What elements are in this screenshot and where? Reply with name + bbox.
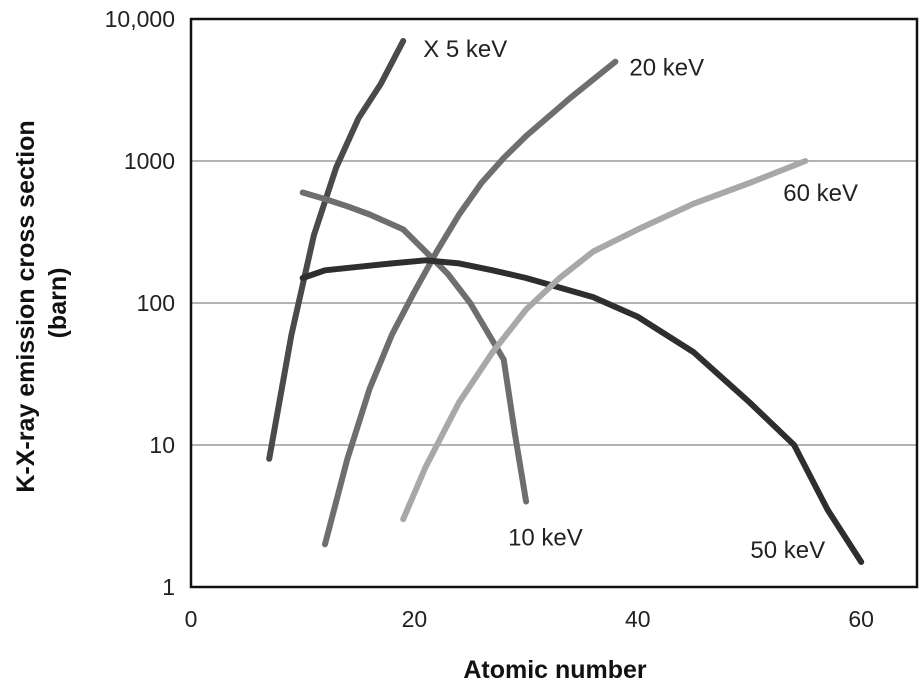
y-tick-label: 10,000 (105, 6, 175, 32)
y-axis-title-line1: K-X-ray emission cross section (12, 120, 40, 492)
x-tick-label: 60 (848, 606, 874, 632)
x-tick-label: 40 (625, 606, 651, 632)
series-line-3 (299, 257, 865, 565)
series-label-2: 20 keV (629, 55, 704, 82)
x-tick-label: 0 (185, 606, 198, 632)
y-tick-labels: 1 10 100 1000 10,000 (105, 6, 175, 600)
x-tick-label: 20 (402, 606, 428, 632)
y-axis-title: K-X-ray emission cross section (barn) (12, 113, 72, 492)
y-tick-label: 10 (149, 432, 175, 458)
x-axis-title: Atomic number (463, 656, 647, 684)
series-label-1: 10 keV (508, 525, 583, 552)
series-line-2 (322, 58, 619, 548)
series-lines (266, 38, 865, 565)
y-tick-label: 100 (137, 290, 175, 316)
plot-frame (189, 17, 919, 589)
series-label-4: 60 keV (783, 180, 858, 207)
y-tick-label: 1 (162, 574, 175, 600)
series-label-0: X 5 keV (423, 36, 507, 63)
x-tick-labels: 0 20 40 60 (185, 606, 874, 632)
series-line-4 (400, 158, 809, 523)
y-axis-title-line2: (barn) (44, 268, 72, 339)
series-line-0 (266, 38, 407, 462)
series-line-1 (299, 189, 530, 505)
y-tick-label: 1000 (124, 148, 175, 174)
series-labels: X 5 keV 10 keV 20 keV 50 keV 60 keV (423, 36, 858, 564)
series-label-3: 50 keV (750, 537, 825, 564)
